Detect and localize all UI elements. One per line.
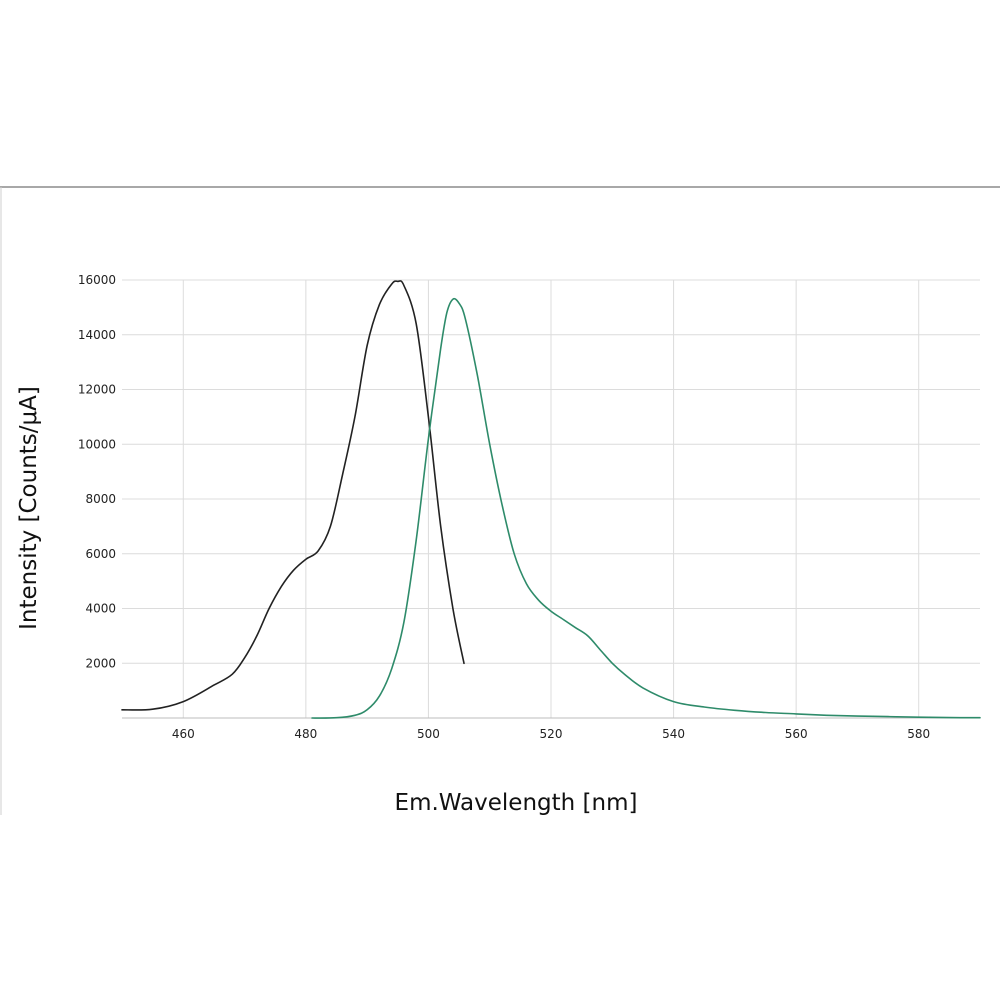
y-tick-label: 6000 [85,547,116,561]
y-tick-label: 16000 [78,273,116,287]
x-tick-label: 540 [662,727,685,741]
plot-series [121,280,981,719]
y-tick-label: 12000 [78,383,116,397]
y-tick-label: 2000 [85,656,116,670]
x-tick-label: 460 [172,727,195,741]
x-axis-title: Em.Wavelength [nm] [395,790,638,816]
y-axis-title: Intensity [Counts/μA] [16,386,42,630]
tick-labels: 460 480 500 520 540 560 580 2000 4000 6000 8000 100… [78,273,930,741]
y-tick-label: 14000 [78,328,116,342]
x-tick-label: 580 [907,727,930,741]
y-tick-label: 8000 [85,492,116,506]
y-tick-label: 4000 [85,602,116,616]
x-tick-label: 500 [417,727,440,741]
series-line-black [121,280,465,711]
series-line-green [311,297,981,719]
x-tick-label: 520 [540,727,563,741]
grid [122,279,980,719]
x-tick-label: 480 [294,727,317,741]
x-tick-label: 560 [785,727,808,741]
y-tick-label: 10000 [78,437,116,451]
